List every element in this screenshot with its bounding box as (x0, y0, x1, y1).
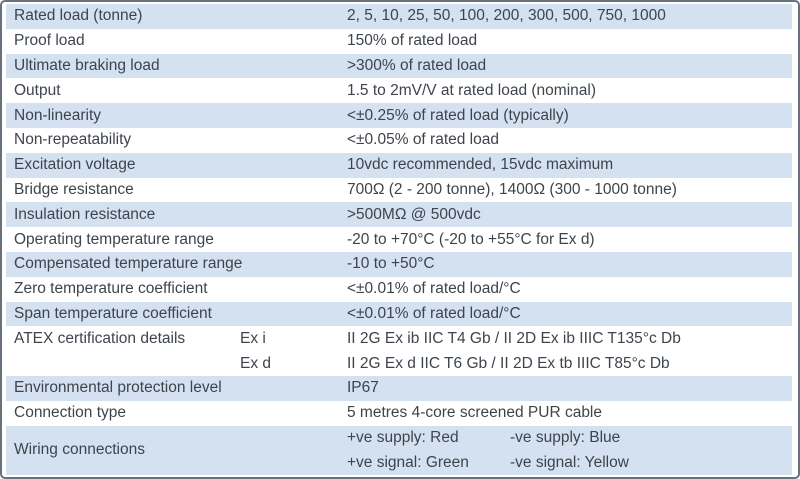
row-value: -20 to +70°C (-20 to +55°C for Ex d) (347, 230, 595, 248)
row-label: Span temperature coefficient (14, 304, 212, 322)
row-value: <±0.25% of rated load (typically) (347, 106, 569, 124)
row-label: Excitation voltage (14, 156, 136, 174)
spec-row-compensated-temperature-range: Compensated temperature range -10 to +50… (6, 251, 792, 277)
row-value: -10 to +50°C (347, 255, 435, 273)
spec-row-rated-load: Rated load (tonne) 2, 5, 10, 25, 50, 100… (6, 4, 792, 29)
spec-row-operating-temperature-range: Operating temperature range -20 to +70°C… (6, 227, 792, 252)
row-label: Non-repeatability (14, 131, 132, 149)
row-value: 150% of rated load (347, 32, 478, 50)
spec-row-connection-type: Connection type 5 metres 4-core screened… (6, 400, 792, 426)
row-label: Compensated temperature range (14, 255, 243, 273)
wiring-positive-signal: +ve signal: Green (347, 453, 469, 471)
wiring-negative-signal: -ve signal: Yellow (510, 453, 629, 471)
spec-row-output: Output 1.5 to 2mV/V at rated load (nomin… (6, 78, 792, 104)
row-value: <±0.01% of rated load/°C (347, 280, 521, 298)
spec-row-zero-temperature-coefficient: Zero temperature coefficient <±0.01% of … (6, 276, 792, 302)
spec-row-atex-certification: ATEX certification details Ex i II 2G Ex… (6, 326, 792, 376)
row-value: >500MΩ @ 500vdc (347, 205, 481, 223)
row-value: 10vdc recommended, 15vdc maximum (347, 156, 614, 174)
row-value: 700Ω (2 - 200 tonne), 1400Ω (300 - 1000 … (347, 180, 677, 198)
row-value: <±0.01% of rated load/°C (347, 304, 521, 322)
spec-row-excitation-voltage: Excitation voltage 10vdc recommended, 15… (6, 152, 792, 178)
row-label: Wiring connections (14, 441, 145, 459)
row-label: Zero temperature coefficient (14, 280, 208, 298)
spec-row-wiring-connections: Wiring connections +ve supply: Red -ve s… (6, 425, 792, 476)
row-value: >300% of rated load (347, 56, 487, 74)
row-label: Bridge resistance (14, 180, 134, 198)
spec-row-bridge-resistance: Bridge resistance 700Ω (2 - 200 tonne), … (6, 177, 792, 203)
row-label: Insulation resistance (14, 205, 156, 223)
spec-row-insulation-resistance: Insulation resistance >500MΩ @ 500vdc (6, 202, 792, 228)
row-value: IP67 (347, 379, 379, 397)
wiring-line-signal: +ve signal: Green -ve signal: Yellow (347, 450, 792, 475)
spec-row-ultimate-braking-load: Ultimate braking load >300% of rated loa… (6, 53, 792, 79)
wiring-line-supply: +ve supply: Red -ve supply: Blue (347, 426, 792, 451)
wiring-negative-supply: -ve supply: Blue (510, 428, 621, 446)
atex-sub-label-ex-d: Ex d (240, 354, 272, 372)
atex-sub-label-ex-i: Ex i (240, 329, 266, 347)
spec-row-non-linearity: Non-linearity <±0.25% of rated load (typ… (6, 103, 792, 128)
row-label: Output (14, 81, 61, 99)
row-value: 2, 5, 10, 25, 50, 100, 200, 300, 500, 75… (347, 7, 666, 25)
spec-row-proof-load: Proof load 150% of rated load (6, 28, 792, 54)
row-value: 5 metres 4-core screened PUR cable (347, 404, 603, 422)
row-label: Connection type (14, 404, 127, 422)
wiring-positive-supply: +ve supply: Red (347, 428, 459, 446)
row-value: 1.5 to 2mV/V at rated load (nominal) (347, 81, 596, 99)
spec-row-span-temperature-coefficient: Span temperature coefficient <±0.01% of … (6, 301, 792, 327)
spec-row-environmental-protection-level: Environmental protection level IP67 (6, 375, 792, 401)
row-label: Rated load (tonne) (14, 7, 143, 25)
wiring-values: +ve supply: Red -ve supply: Blue +ve sig… (347, 426, 792, 476)
row-label: Proof load (14, 32, 85, 50)
row-label: Environmental protection level (14, 379, 222, 397)
row-label: Non-linearity (14, 106, 102, 124)
atex-value-ex-i: II 2G Ex ib IIC T4 Gb / II 2D Ex ib IIIC… (347, 329, 681, 347)
row-label: Ultimate braking load (14, 56, 160, 74)
row-value: <±0.05% of rated load (347, 131, 499, 149)
atex-value-ex-d: II 2G Ex d IIC T6 Gb / II 2D Ex tb IIIC … (347, 354, 670, 372)
row-label: Operating temperature range (14, 230, 214, 248)
spec-row-non-repeatability: Non-repeatability <±0.05% of rated load (6, 127, 792, 153)
row-label: ATEX certification details (14, 329, 186, 347)
